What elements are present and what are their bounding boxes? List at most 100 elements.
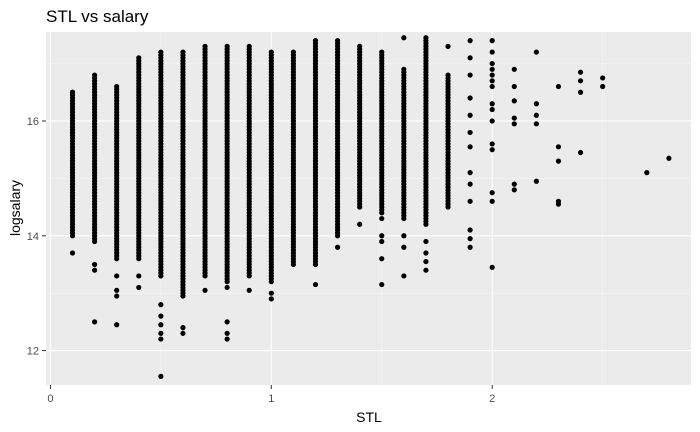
data-point <box>489 190 495 196</box>
data-point <box>69 250 76 256</box>
data-point <box>136 55 142 61</box>
data-point <box>379 256 385 262</box>
data-point <box>489 49 495 55</box>
data-point <box>555 144 562 150</box>
data-point <box>334 38 341 44</box>
data-point <box>158 49 164 55</box>
data-point <box>555 158 562 164</box>
y-tick-label: 16 <box>27 116 39 128</box>
data-point <box>666 155 672 161</box>
data-point <box>555 83 562 90</box>
data-point <box>489 78 495 84</box>
data-point <box>467 38 473 44</box>
data-point <box>467 170 473 176</box>
data-point <box>379 238 385 245</box>
data-point <box>511 98 517 104</box>
data-point <box>290 49 296 55</box>
data-point <box>467 55 473 61</box>
data-point <box>467 72 473 78</box>
data-point <box>224 336 230 342</box>
plot-panel <box>46 32 691 385</box>
data-point <box>467 236 473 242</box>
data-point <box>533 112 539 118</box>
data-point <box>511 66 517 72</box>
data-point <box>246 287 252 293</box>
data-point <box>136 273 142 279</box>
data-point <box>91 261 98 268</box>
data-point <box>91 72 98 78</box>
data-point <box>91 319 98 325</box>
data-point <box>357 43 363 49</box>
data-point <box>202 43 208 49</box>
data-point <box>644 170 650 176</box>
data-point <box>180 293 186 299</box>
data-point <box>224 330 230 336</box>
data-point <box>379 281 385 288</box>
data-point <box>312 281 319 288</box>
data-point <box>489 198 495 204</box>
x-tick-label: 2 <box>489 393 495 405</box>
data-point <box>268 296 274 302</box>
data-point <box>511 121 517 127</box>
data-point <box>489 72 495 78</box>
data-point <box>445 72 451 78</box>
data-point <box>224 319 230 325</box>
data-point <box>600 83 606 90</box>
data-point <box>533 49 539 55</box>
data-point <box>114 273 120 279</box>
x-tick-label: 0 <box>47 393 53 405</box>
data-point <box>511 181 517 187</box>
data-point <box>379 215 385 222</box>
data-point <box>555 201 562 207</box>
data-point <box>312 38 319 44</box>
data-point <box>533 121 539 127</box>
data-point <box>489 60 495 67</box>
data-point <box>467 244 473 250</box>
data-point <box>489 83 495 90</box>
data-point <box>69 89 76 95</box>
data-point <box>401 244 407 250</box>
y-tick-label: 14 <box>27 231 39 243</box>
data-point <box>489 118 495 124</box>
data-point <box>158 330 164 336</box>
data-point <box>224 43 230 49</box>
data-point <box>577 78 584 84</box>
data-point <box>334 244 341 250</box>
data-point <box>511 187 517 193</box>
data-point <box>202 287 208 293</box>
data-point <box>511 83 517 90</box>
grid-lines <box>46 32 691 385</box>
data-point <box>533 101 539 107</box>
data-point <box>136 284 142 291</box>
data-point <box>577 89 584 95</box>
data-point <box>577 149 584 156</box>
data-point <box>224 284 230 291</box>
data-point <box>423 35 429 41</box>
data-point <box>467 129 473 136</box>
data-point <box>158 302 164 308</box>
data-point <box>423 238 429 245</box>
data-point <box>401 273 407 279</box>
data-point <box>423 258 429 265</box>
data-point <box>489 106 495 113</box>
x-tick-label: 1 <box>268 393 274 405</box>
data-point <box>114 293 120 299</box>
data-point <box>445 43 451 49</box>
y-axis-title: logsalary <box>7 180 23 236</box>
data-point <box>467 181 473 187</box>
y-tick-label: 12 <box>27 346 39 358</box>
data-point <box>467 227 473 233</box>
data-point <box>91 267 98 273</box>
data-point <box>489 264 495 270</box>
data-point <box>489 66 495 72</box>
data-point <box>158 336 164 342</box>
data-points <box>69 35 672 379</box>
data-point <box>467 198 473 204</box>
data-point <box>467 144 473 150</box>
data-point <box>489 141 495 147</box>
data-point <box>467 95 473 101</box>
data-point <box>114 322 120 328</box>
data-point <box>180 325 186 331</box>
data-point <box>401 66 407 72</box>
